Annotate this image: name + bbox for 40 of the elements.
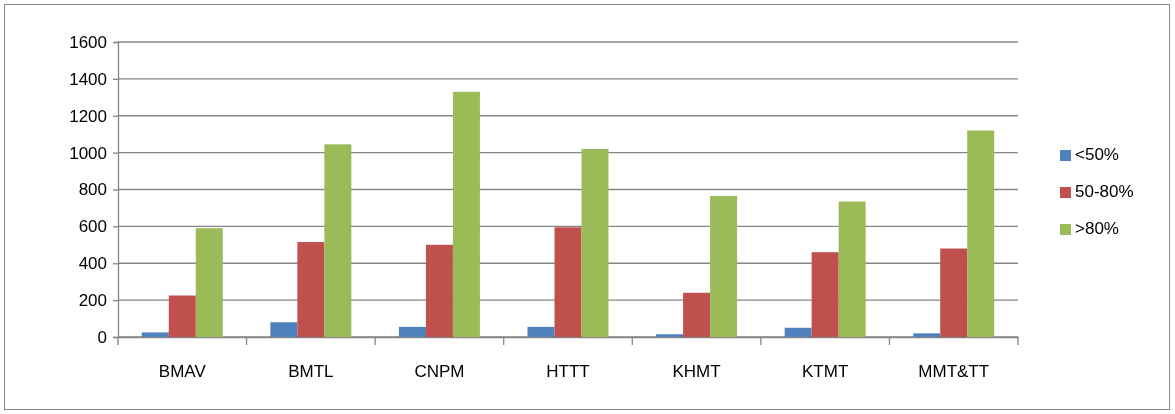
y-tick-label: 1000: [69, 143, 107, 163]
legend-label: >80%: [1075, 219, 1119, 238]
bar: [656, 334, 684, 337]
bar: [710, 195, 738, 337]
x-tick-label: MMT&TT: [918, 362, 990, 382]
legend-label: 50-80%: [1075, 182, 1134, 201]
y-tick-label: 600: [78, 217, 107, 237]
x-tick-label: HTTT: [546, 362, 590, 382]
legend-label: <50%: [1075, 145, 1119, 164]
bar: [398, 326, 426, 337]
x-tick-label: KHMT: [672, 362, 721, 382]
y-tick-label: 1600: [69, 32, 107, 52]
x-tick-label: BMAV: [158, 362, 207, 382]
bar: [913, 333, 941, 337]
bar: [270, 322, 298, 337]
bar: [141, 332, 169, 337]
bar: [324, 144, 352, 337]
y-tick-label: 400: [78, 254, 107, 274]
bar: [195, 228, 223, 337]
bar: [297, 242, 325, 337]
bar: [554, 227, 582, 337]
y-tick-label: 1200: [69, 106, 107, 126]
bar: [811, 252, 839, 337]
y-tick-label: 800: [78, 180, 107, 200]
y-tick-label: 200: [78, 291, 107, 311]
bar: [784, 327, 812, 337]
bar: [527, 326, 555, 337]
y-tick-label: 1400: [69, 69, 107, 89]
bar: [683, 292, 711, 337]
bar: [581, 148, 609, 337]
y-tick-label: 0: [97, 327, 107, 347]
bar: [168, 295, 196, 337]
x-tick-label: KTMT: [802, 362, 849, 382]
x-tick-label: CNPM: [414, 362, 465, 382]
x-tick-label: BMTL: [288, 362, 334, 382]
bar: [967, 130, 995, 337]
bar: [425, 244, 453, 337]
bar: [940, 248, 968, 337]
bar: [838, 201, 866, 337]
bar: [452, 91, 480, 337]
